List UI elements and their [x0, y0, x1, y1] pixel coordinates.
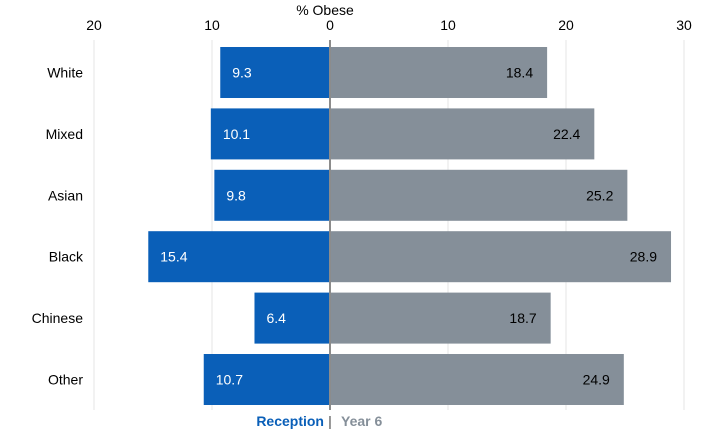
data-label-reception: 10.1 [223, 126, 250, 142]
bar-reception [220, 47, 330, 98]
legend: Reception | Year 6 [256, 413, 382, 429]
data-label-year-6: 25.2 [586, 187, 613, 203]
data-label-reception: 9.3 [232, 65, 252, 81]
legend-year-6: Year 6 [341, 413, 382, 429]
chart-title: % Obese [296, 2, 354, 18]
x-tick-label: 20 [86, 17, 102, 33]
bar-reception [148, 231, 330, 283]
x-axis-ticks: 20 10 0 10 20 30 [86, 17, 692, 33]
legend-reception: Reception [256, 413, 324, 429]
grid-lines [93, 40, 685, 410]
x-tick-label: 0 [326, 17, 334, 33]
category-label: Mixed [46, 126, 83, 142]
data-label-reception: 6.4 [266, 310, 286, 326]
category-label: White [47, 65, 83, 81]
bar-reception [203, 354, 330, 405]
data-label-reception: 10.7 [216, 372, 243, 388]
category-label: Asian [48, 187, 83, 203]
bar-year-6 [330, 108, 595, 160]
category-label: Chinese [32, 310, 84, 326]
bar-year-6 [330, 292, 551, 344]
data-label-year-6: 22.4 [553, 126, 580, 142]
bar-reception [210, 108, 330, 160]
bar-year-6 [330, 47, 548, 98]
bar-reception [254, 292, 330, 344]
data-label-reception: 9.8 [226, 187, 246, 203]
bars: 9.3 18.4 10.1 22.4 9.8 25.2 15.4 28.9 6.4 18.7 10.… [148, 47, 672, 405]
bar-reception [214, 169, 330, 221]
x-tick-label: 10 [204, 17, 220, 33]
category-label: Other [48, 372, 83, 388]
category-labels: White Mixed Asian Black Chinese Other [32, 65, 84, 388]
data-label-reception: 15.4 [160, 249, 187, 265]
data-label-year-6: 28.9 [630, 249, 657, 265]
data-label-year-6: 18.7 [509, 310, 536, 326]
category-label: Black [49, 249, 84, 265]
x-tick-label: 30 [676, 17, 692, 33]
bar-year-6 [330, 354, 624, 405]
bar-year-6 [330, 169, 628, 221]
legend-separator: | [328, 413, 332, 429]
bar-year-6 [330, 231, 672, 283]
x-tick-label: 10 [440, 17, 456, 33]
data-label-year-6: 18.4 [506, 65, 533, 81]
data-label-year-6: 24.9 [583, 372, 610, 388]
x-tick-label: 20 [558, 17, 574, 33]
